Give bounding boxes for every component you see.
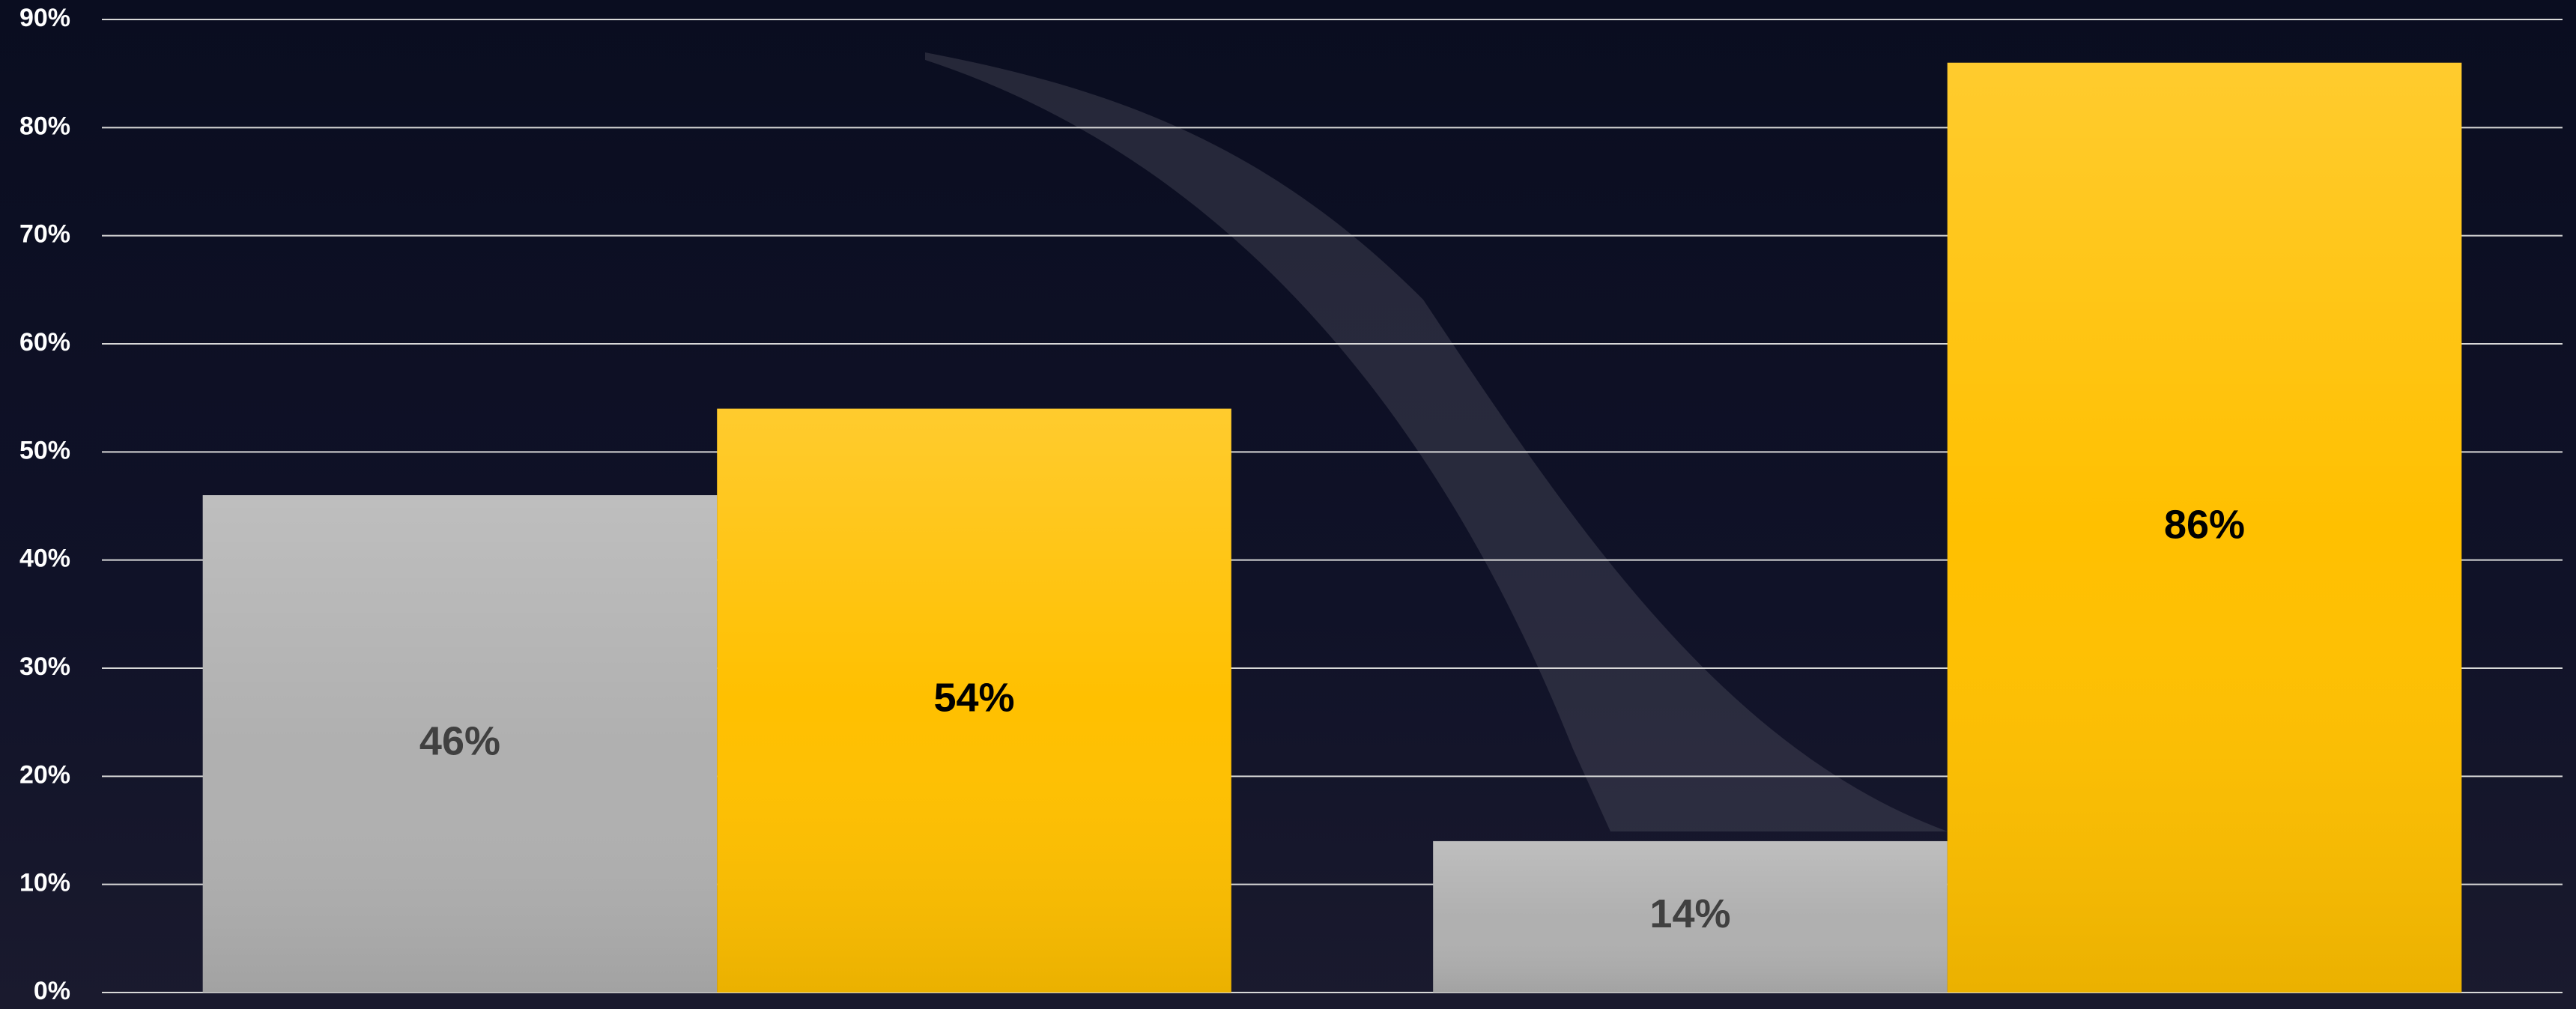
y-tick-label: 50% <box>19 436 70 464</box>
y-tick-label: 0% <box>34 977 70 1005</box>
y-tick-label: 70% <box>19 220 70 249</box>
y-tick-label: 30% <box>19 652 70 681</box>
y-tick-label: 20% <box>19 760 70 789</box>
y-tick-label: 60% <box>19 328 70 357</box>
data-label: 54% <box>933 676 1014 721</box>
data-label: 86% <box>2164 503 2245 548</box>
chart: 0% 10% 20% 30% 40% 50% 60% 70% 80% 90% 46% 54% 14% 86… <box>0 0 2576 1009</box>
y-tick-label: 90% <box>19 4 70 32</box>
y-tick-label: 40% <box>19 545 70 573</box>
data-label: 46% <box>419 718 500 763</box>
page: 0% 10% 20% 30% 40% 50% 60% 70% 80% 90% 46% 54% 14% 86… <box>0 0 2576 1009</box>
y-tick-label: 80% <box>19 112 70 140</box>
y-tick-label: 10% <box>19 869 70 897</box>
data-label: 14% <box>1649 891 1730 936</box>
